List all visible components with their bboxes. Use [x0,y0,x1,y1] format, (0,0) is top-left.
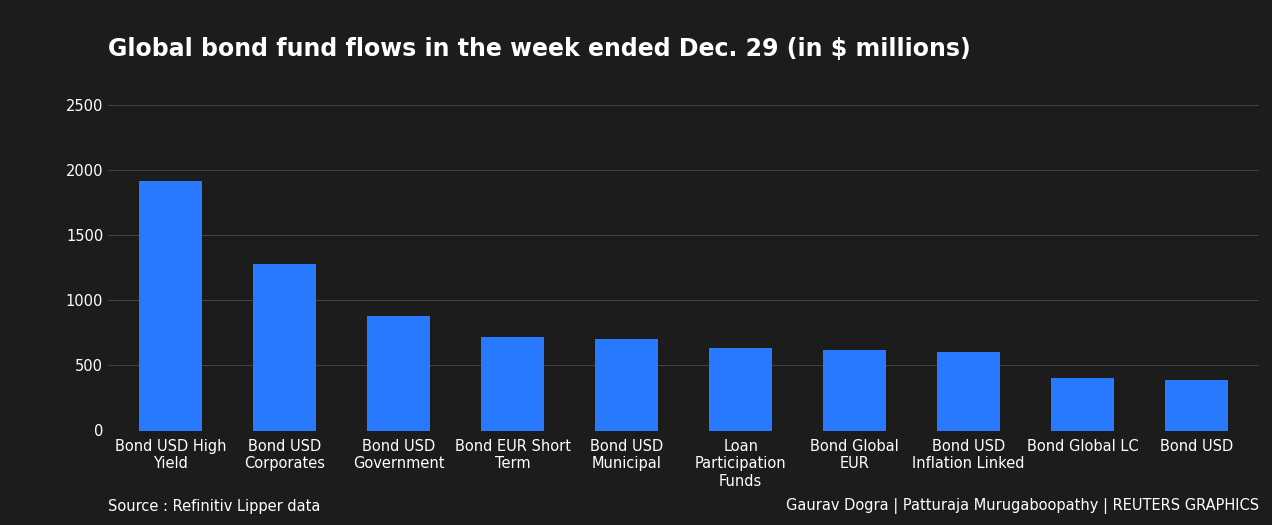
Text: Global bond fund flows in the week ended Dec. 29 (in $ millions): Global bond fund flows in the week ended… [108,37,971,61]
Bar [368,316,430,430]
Text: Gaurav Dogra | Patturaja Murugaboopathy | REUTERS GRAPHICS: Gaurav Dogra | Patturaja Murugaboopathy … [786,499,1259,514]
Bar [140,181,202,430]
Bar [1051,379,1114,430]
Bar [1165,381,1227,430]
Bar [937,352,1000,430]
Text: Source : Refinitiv Lipper data: Source : Refinitiv Lipper data [108,499,321,514]
Bar [595,339,658,430]
Bar [481,338,544,430]
Bar [253,264,317,430]
Bar [710,349,772,430]
Bar [823,350,887,430]
